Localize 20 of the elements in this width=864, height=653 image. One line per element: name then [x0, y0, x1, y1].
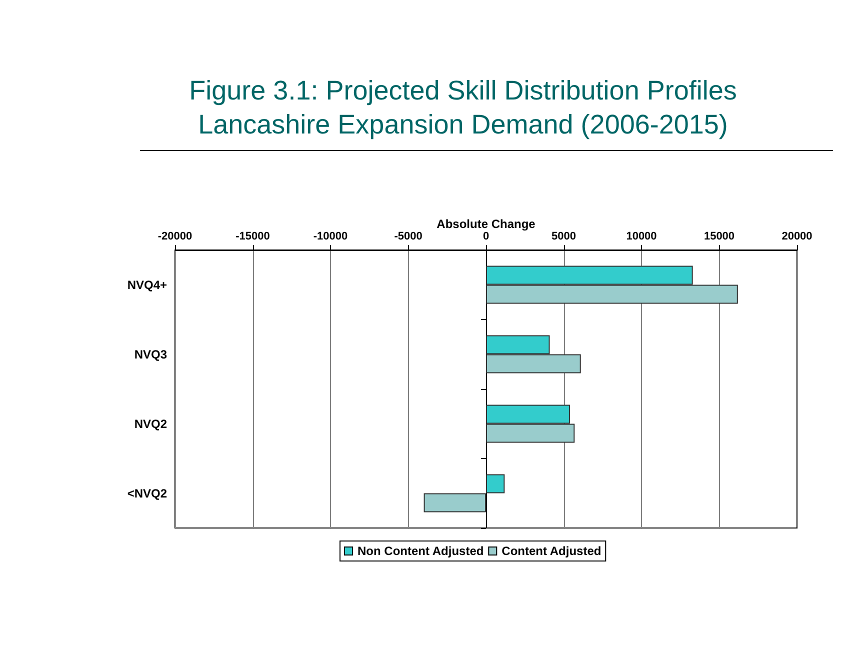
x-tick-label: 10000	[626, 230, 657, 242]
x-tick-label: -20000	[158, 230, 192, 242]
y-tick-label: NVQ4+	[127, 278, 167, 292]
x-axis-title: Absolute Change	[436, 217, 536, 231]
x-tick-label: 5000	[552, 230, 576, 242]
x-tick-label: 20000	[782, 230, 812, 242]
x-tick-label: -5000	[394, 230, 422, 242]
bar	[424, 493, 486, 512]
chart-title: Figure 3.1: Projected Skill Distribution Profiles	[189, 76, 737, 106]
bar	[486, 474, 505, 494]
x-tick-label: 15000	[704, 230, 735, 242]
x-tick-label: -15000	[236, 230, 270, 242]
legend-label: Content Adjusted	[502, 544, 602, 558]
chart-subtitle: Lancashire Expansion Demand (2006-2015)	[198, 110, 728, 140]
x-tick-label: 0	[482, 230, 490, 242]
x-tick-label: -10000	[313, 230, 348, 242]
y-tick-label: <NVQ2	[127, 486, 168, 500]
legend-label: Non Content Adjusted	[358, 544, 484, 558]
y-tick-label: NVQ2	[134, 416, 168, 431]
y-tick-label: NVQ3	[134, 347, 168, 362]
